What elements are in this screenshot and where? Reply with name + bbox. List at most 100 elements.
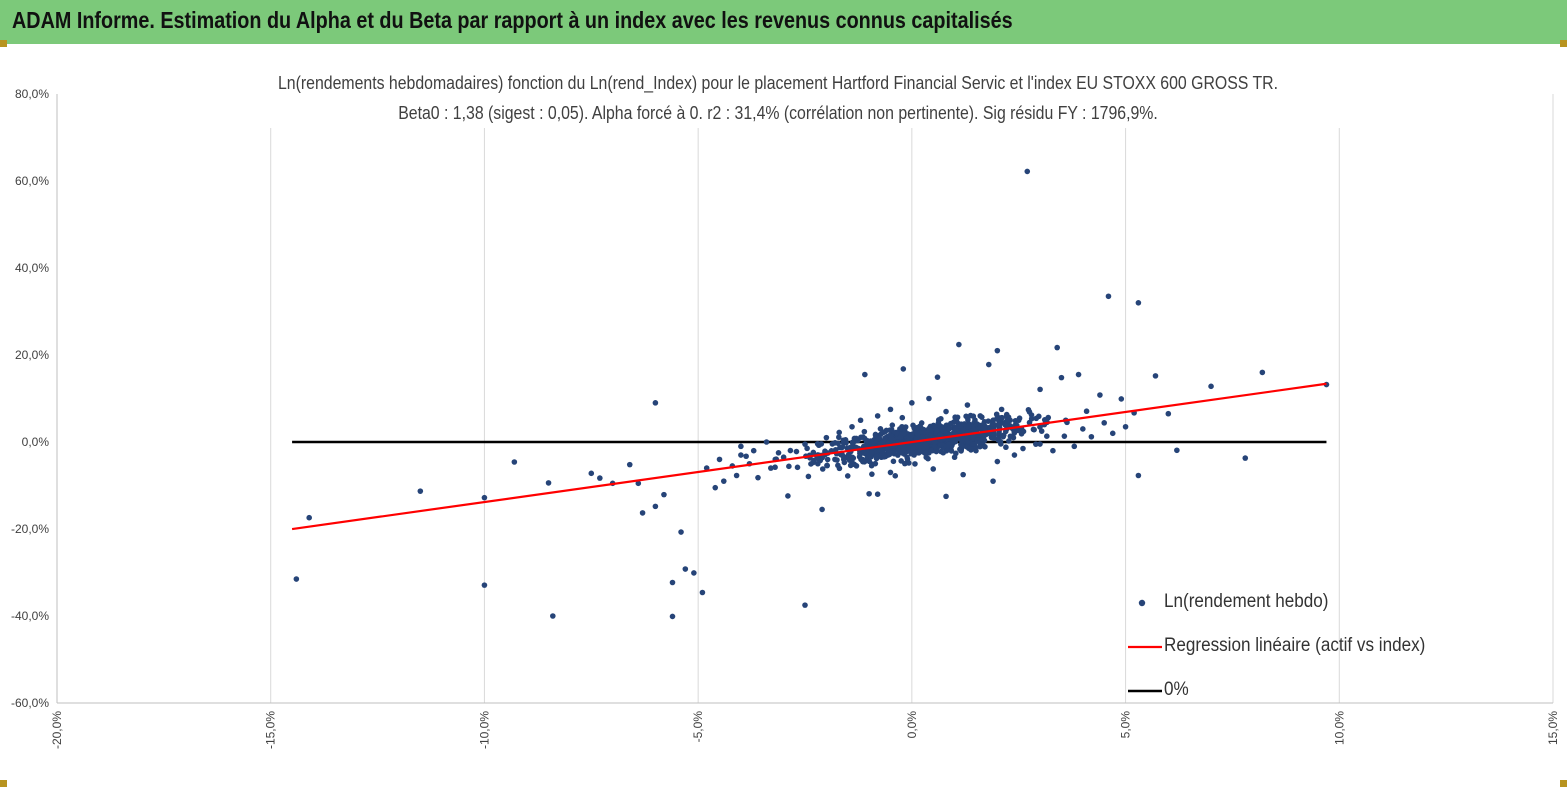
data-point — [872, 431, 879, 438]
data-point — [990, 435, 997, 441]
data-point — [835, 462, 841, 469]
data-point — [873, 453, 880, 460]
data-point — [417, 488, 424, 494]
data-point — [965, 417, 971, 423]
data-point — [847, 444, 854, 451]
data-point — [763, 439, 770, 445]
data-point — [1031, 426, 1037, 433]
data-point — [733, 472, 740, 479]
y-tick-label: -20,0% — [11, 522, 49, 536]
data-point — [1020, 428, 1027, 435]
data-point — [908, 432, 915, 439]
data-point — [979, 425, 986, 432]
data-point — [1101, 420, 1107, 426]
y-tick-label: 40,0% — [15, 261, 49, 275]
data-point — [849, 439, 856, 446]
data-point — [1071, 443, 1078, 450]
data-point — [1012, 417, 1019, 424]
legend-dot-icon — [1138, 599, 1146, 607]
data-point — [1118, 396, 1125, 402]
data-point — [930, 466, 937, 472]
data-point — [802, 602, 808, 608]
data-point — [652, 503, 659, 510]
chart-resize-handle-bottom-right[interactable] — [1560, 780, 1567, 787]
data-point — [868, 438, 874, 444]
data-point — [682, 566, 689, 572]
data-point — [952, 438, 959, 445]
data-point — [1058, 374, 1065, 381]
regression-line-series — [291, 382, 1327, 531]
y-axis-tick-labels: 80,0% 60,0% 40,0% 20,0% 0,0% -20,0% -40,0% -60,… — [11, 87, 49, 710]
data-point — [921, 429, 927, 435]
data-point — [931, 443, 938, 449]
data-point — [787, 447, 794, 454]
data-point — [966, 423, 972, 430]
data-point — [849, 423, 855, 430]
data-point — [836, 434, 842, 441]
data-point — [1016, 427, 1022, 434]
data-point — [922, 441, 929, 448]
data-point — [954, 414, 961, 421]
x-tick-label: -20,0% — [50, 711, 64, 749]
data-point — [669, 579, 676, 586]
data-point — [892, 473, 899, 479]
data-point — [810, 449, 817, 456]
data-point — [1135, 300, 1142, 306]
data-point — [588, 470, 595, 477]
data-point — [985, 361, 992, 368]
data-point — [1003, 444, 1009, 451]
data-point — [964, 402, 971, 408]
data-point — [878, 431, 884, 437]
data-point — [926, 395, 932, 402]
data-point — [661, 491, 667, 498]
data-point — [793, 448, 800, 455]
data-point — [780, 454, 787, 461]
data-point — [794, 464, 801, 471]
data-point — [1135, 472, 1142, 479]
data-point — [1024, 168, 1031, 175]
legend-black-line-icon — [1128, 689, 1162, 693]
data-point — [861, 450, 868, 456]
chart-resize-handle-top-left[interactable] — [0, 40, 7, 47]
data-point — [900, 446, 907, 453]
data-point — [866, 490, 872, 497]
data-point — [1083, 408, 1090, 415]
data-point — [691, 570, 697, 576]
data-point — [869, 449, 875, 456]
data-point — [938, 441, 945, 448]
data-point — [1043, 417, 1049, 423]
data-point — [699, 589, 706, 596]
chart-resize-handle-top-right[interactable] — [1560, 40, 1567, 47]
data-point — [1033, 441, 1039, 447]
data-point — [888, 435, 895, 442]
data-point — [931, 423, 938, 429]
data-point — [775, 449, 782, 456]
data-point — [1152, 373, 1159, 379]
data-point — [938, 415, 944, 422]
data-point — [785, 493, 791, 499]
data-point — [1004, 417, 1011, 424]
data-point — [977, 438, 983, 445]
data-point — [703, 465, 710, 471]
data-point — [772, 464, 778, 471]
data-point — [1006, 438, 1012, 444]
data-point — [960, 471, 966, 478]
data-point — [1109, 430, 1116, 437]
data-point — [786, 463, 792, 470]
data-point — [768, 465, 774, 471]
y-tick-label: -60,0% — [11, 696, 49, 710]
data-point — [716, 456, 723, 463]
data-point — [1088, 433, 1095, 440]
data-point — [861, 428, 868, 435]
data-point — [819, 506, 825, 513]
chart-resize-handle-bottom-left[interactable] — [0, 780, 7, 787]
data-point — [840, 456, 847, 463]
y-tick-label: 80,0% — [15, 87, 49, 101]
data-point — [994, 416, 1001, 423]
y-tick-label: 60,0% — [15, 174, 49, 188]
data-point — [626, 461, 633, 468]
data-point — [804, 445, 810, 452]
axes — [56, 94, 1553, 704]
data-point — [899, 414, 906, 421]
data-point — [981, 437, 988, 444]
